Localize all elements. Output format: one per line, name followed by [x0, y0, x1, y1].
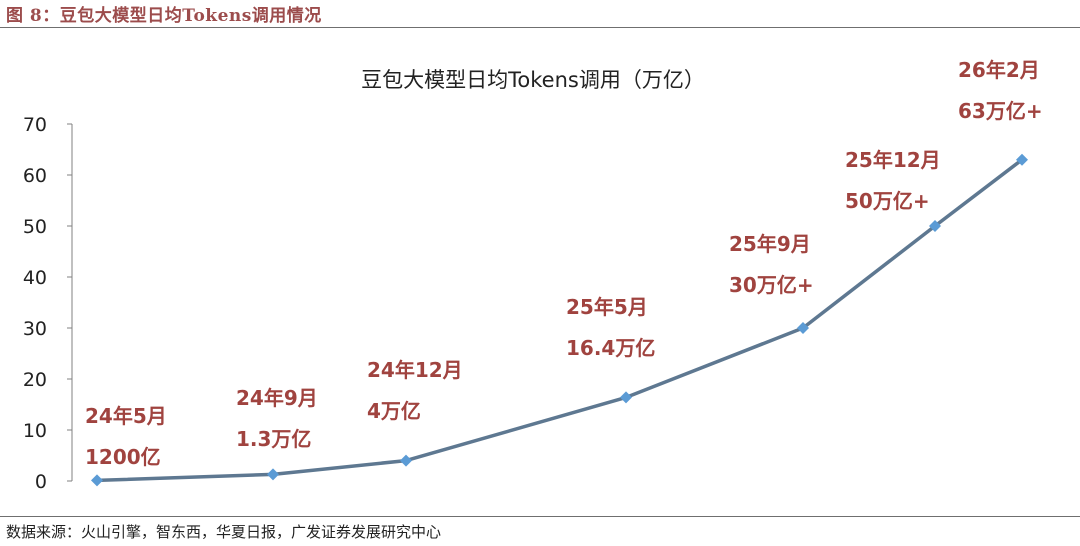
bottom-rule — [0, 516, 1080, 517]
y-tick-label: 0 — [35, 471, 47, 493]
data-point-marker — [797, 322, 809, 334]
source-note: 数据来源：火山引擎，智东西，华夏日报，广发证券发展研究中心 — [6, 523, 442, 541]
data-point-marker — [400, 454, 412, 467]
data-point-marker — [91, 474, 103, 487]
point-value-label: 50万亿+ — [845, 189, 930, 213]
point-date-label: 24年5月 — [85, 404, 167, 428]
point-value-label: 4万亿 — [367, 399, 421, 423]
y-tick-label: 40 — [23, 267, 47, 289]
data-point-marker — [267, 468, 279, 481]
point-date-label: 25年12月 — [845, 148, 941, 172]
point-value-label: 63万亿+ — [958, 99, 1043, 123]
data-point-marker — [1016, 153, 1028, 166]
point-date-label: 26年2月 — [958, 58, 1040, 82]
data-point-marker — [929, 220, 941, 232]
y-tick-label: 50 — [23, 216, 47, 238]
point-date-label: 25年5月 — [566, 295, 648, 319]
marker-group — [91, 153, 1028, 487]
tokens-line-chart: 豆包大模型日均Tokens调用（万亿） 0 10 20 30 40 50 60 70 24年5… — [23, 58, 1043, 493]
data-point-marker — [620, 391, 632, 404]
y-tick-label: 70 — [23, 114, 47, 136]
point-date-label: 24年12月 — [367, 358, 463, 382]
y-tick-label: 10 — [23, 420, 47, 442]
point-value-label: 1200亿 — [85, 445, 161, 469]
y-tick-label: 20 — [23, 369, 47, 391]
annotation-group: 24年5月 1200亿 24年9月 1.3万亿 24年12月 4万亿 25年5月 16.4万亿… — [85, 58, 1043, 469]
point-value-label: 30万亿+ — [729, 273, 814, 297]
figure-title: 图 8：豆包大模型日均Tokens调用情况 — [6, 6, 322, 26]
point-date-label: 25年9月 — [729, 232, 811, 256]
chart-title: 豆包大模型日均Tokens调用（万亿） — [361, 68, 705, 92]
point-date-label: 24年9月 — [236, 386, 318, 410]
point-value-label: 16.4万亿 — [566, 336, 655, 360]
y-tick-label: 60 — [23, 165, 47, 187]
y-tick-label: 30 — [23, 318, 47, 340]
y-axis: 0 10 20 30 40 50 60 70 — [23, 114, 73, 493]
point-value-label: 1.3万亿 — [236, 427, 311, 451]
top-rule — [0, 27, 1080, 28]
